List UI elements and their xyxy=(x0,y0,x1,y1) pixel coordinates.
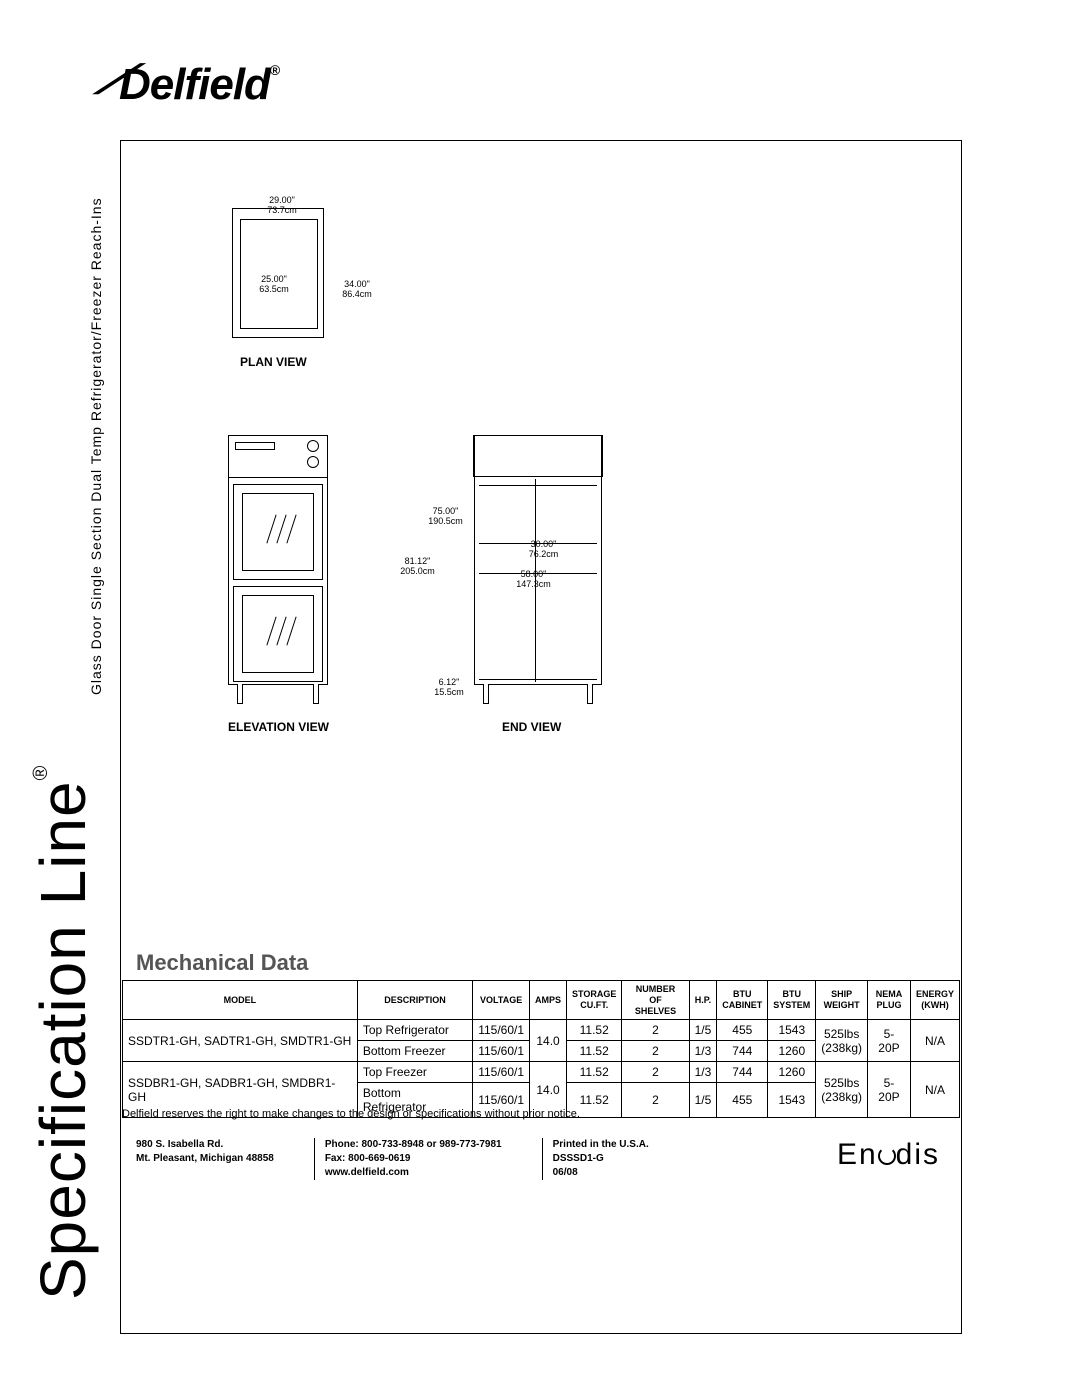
footer-doc: Printed in the U.S.A. DSSSD1-G 06/08 xyxy=(542,1138,649,1180)
elevation-label: ELEVATION VIEW xyxy=(228,720,329,734)
end-view-label: END VIEW xyxy=(502,720,561,734)
dim-leg: 6.12"15.5cm xyxy=(424,678,474,698)
table-header: ENERGY(KWH) xyxy=(910,981,959,1020)
brand-logo: ⟋Delfield® xyxy=(100,58,279,110)
mechanical-data-table: MODELDESCRIPTIONVOLTAGEAMPSSTORAGE CU.FT… xyxy=(122,980,960,1118)
dim-plan-width: 29.00"73.7cm xyxy=(252,196,312,216)
table-header: NEMAPLUG xyxy=(867,981,910,1020)
dim-end-top: 75.00"190.5cm xyxy=(418,507,473,527)
plan-view-diagram xyxy=(232,208,324,338)
table-header: STORAGE CU.FT. xyxy=(567,981,622,1020)
table-header: BTUCABINET xyxy=(717,981,768,1020)
dim-elev-height: 81.12"205.0cm xyxy=(390,557,445,577)
table-row: SSDBR1-GH, SADBR1-GH, SMDBR1-GHTop Freez… xyxy=(123,1062,960,1083)
model-cell: SSDTR1-GH, SADTR1-GH, SMDTR1-GH xyxy=(123,1020,358,1062)
footer-address: 980 S. Isabella Rd. Mt. Pleasant, Michig… xyxy=(136,1138,274,1180)
section-title: Mechanical Data xyxy=(136,950,308,976)
product-category: Glass Door Single Section Dual Temp Refr… xyxy=(88,197,104,695)
table-header: SHIPWEIGHT xyxy=(816,981,868,1020)
table-header: MODEL xyxy=(123,981,358,1020)
table-row: SSDTR1-GH, SADTR1-GH, SMDTR1-GHTop Refri… xyxy=(123,1020,960,1041)
table-header: NUMBEROF SHELVES xyxy=(622,981,689,1020)
table-header: BTUSYSTEM xyxy=(768,981,816,1020)
table-header: AMPS xyxy=(530,981,567,1020)
footer-contact: Phone: 800-733-8948 or 989-773-7981 Fax:… xyxy=(314,1138,502,1180)
spec-line-title: Specification Line® xyxy=(26,765,100,1300)
end-view-diagram xyxy=(474,435,602,685)
table-header: H.P. xyxy=(689,981,717,1020)
table-header: VOLTAGE xyxy=(473,981,530,1020)
brand-text: Delfield xyxy=(119,60,270,109)
dim-end-mid: 30.00"76.2cm xyxy=(516,540,571,560)
dim-plan-height: 34.00"86.4cm xyxy=(332,280,382,300)
elevation-diagram xyxy=(228,435,328,685)
disclaimer: Delfield reserves the right to make chan… xyxy=(122,1108,580,1120)
table-header: DESCRIPTION xyxy=(357,981,472,1020)
parent-company-logo: Endis xyxy=(837,1138,940,1172)
plan-view-label: PLAN VIEW xyxy=(240,355,307,369)
dim-plan-depth: 25.00"63.5cm xyxy=(244,275,304,295)
dim-end-low: 58.00"147.3cm xyxy=(506,570,561,590)
